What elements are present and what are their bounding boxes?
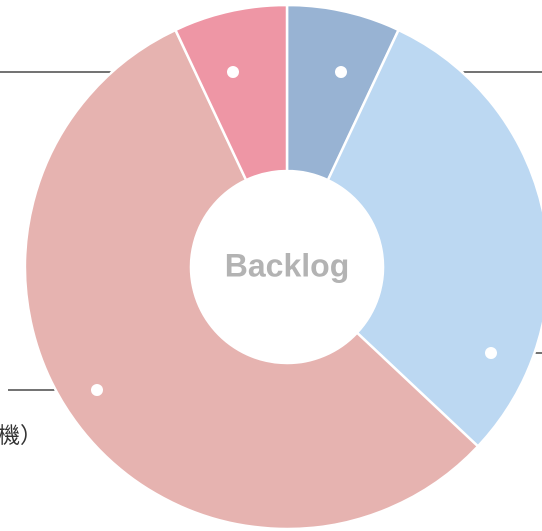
slice: [173, 3, 289, 182]
slice: [23, 28, 480, 531]
leader-dot: [335, 66, 347, 78]
leader-dot: [485, 347, 497, 359]
leader-dots: [91, 66, 497, 396]
slice: [326, 28, 542, 449]
slices: [23, 3, 542, 531]
slice-label: 機）: [0, 423, 42, 448]
leader-dot: [227, 66, 239, 78]
leader-dot: [91, 384, 103, 396]
center-text: Backlog: [225, 247, 349, 283]
